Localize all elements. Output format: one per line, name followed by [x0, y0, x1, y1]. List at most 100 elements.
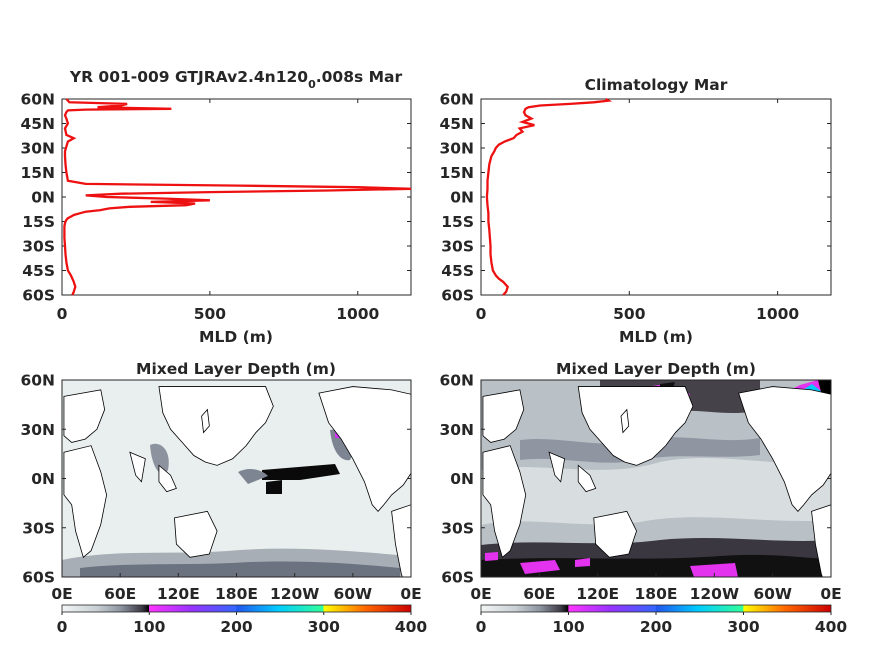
x-tick-label: 0E: [51, 585, 72, 603]
y-tick-label: 0N: [450, 470, 474, 488]
y-tick-label: 60N: [439, 372, 474, 390]
colorbar-tick-label: 200: [220, 618, 253, 636]
colorbar-tick-label: 0: [57, 618, 68, 636]
land-mass: [130, 452, 146, 482]
bottom-right-title: Mixed Layer Depth (m): [556, 360, 756, 378]
top-right-mld-series-line: [485, 97, 613, 296]
x-tick-label: 120W: [270, 585, 319, 603]
bottom-left-colorbar: [61, 604, 412, 613]
top-left-y-ticks: 60N 45N 30N 15N 0N 15S 30S 45S 60S: [20, 91, 411, 305]
y-tick-label: 60S: [441, 569, 474, 587]
y-tick-label: 15S: [441, 213, 474, 231]
land-mass: [159, 387, 273, 466]
x-tick-label: 0E: [470, 585, 491, 603]
land-mass: [483, 446, 526, 558]
x-tick-label: 0E: [400, 585, 421, 603]
y-tick-label: 15N: [20, 164, 55, 182]
y-tick-label: 0N: [31, 470, 55, 488]
y-tick-label: 60N: [20, 91, 55, 109]
colorbar-tick-label: 0: [476, 618, 487, 636]
x-tick-label: 0E: [820, 585, 841, 603]
land-mass: [578, 387, 693, 466]
land-mass: [594, 511, 637, 557]
colorbar-tick-label: 200: [640, 618, 673, 636]
colorbar-tick-label: 400: [395, 618, 428, 636]
x-tick-label: 0: [57, 305, 68, 323]
top-right-x-ticks: 0 500 1000: [476, 99, 799, 323]
y-tick-label: 60S: [22, 569, 55, 587]
top-left-mld-series-line: [63, 98, 412, 296]
top-right-xlabel: MLD (m): [619, 328, 693, 346]
land-mass: [174, 511, 217, 557]
y-tick-label: 45N: [439, 115, 474, 133]
x-tick-label: 60W: [753, 585, 792, 603]
y-tick-label: 30S: [441, 519, 474, 537]
x-tick-label: 60W: [333, 585, 372, 603]
x-tick-label: 180E: [215, 585, 258, 603]
top-left-x-ticks: 0 500 1000: [57, 99, 380, 323]
y-tick-label: 30N: [439, 140, 474, 158]
bottom-right-coastline: [483, 383, 831, 577]
y-tick-label: 60S: [441, 287, 474, 305]
land-mass: [159, 465, 176, 491]
land-mass: [621, 410, 629, 433]
bottom-left-colorbar-ticks: 0 100 200 300 400: [57, 612, 428, 636]
x-tick-label: 120W: [690, 585, 739, 603]
bottom-right-x-ticks: 0E 60E 120E 180E 120W 60W 0E: [470, 573, 842, 603]
land-mass: [578, 465, 595, 491]
y-tick-label: 15N: [439, 164, 474, 182]
colorbar-tick-label: 100: [133, 618, 166, 636]
x-tick-label: 120E: [157, 585, 200, 603]
bottom-left-coastline: [64, 383, 411, 577]
y-tick-label: 30N: [439, 421, 474, 439]
x-tick-label: 120E: [576, 585, 619, 603]
colorbar-tick-label: 300: [308, 618, 341, 636]
land-mass: [64, 390, 105, 443]
top-right-y-ticks: 60N 45N 30N 15N 0N 15S 30S 45S 60S: [439, 91, 831, 305]
colorbar-tick-label: 400: [815, 618, 848, 636]
colorbar-tick-label: 100: [552, 618, 585, 636]
land-mass: [392, 505, 411, 577]
y-tick-label: 15S: [22, 213, 55, 231]
x-tick-label: 1000: [756, 305, 799, 323]
land-mass: [64, 446, 107, 558]
bottom-right-colorbar: [480, 604, 832, 613]
y-tick-label: 30S: [22, 519, 55, 537]
top-right-title: Climatology Mar: [585, 76, 728, 94]
x-tick-label: 180E: [635, 585, 678, 603]
y-tick-label: 30S: [22, 238, 55, 256]
top-left-profile-panel: YR 001-009 GTJRAv2.4n1200.008s Mar 60N 45…: [20, 68, 412, 346]
y-tick-label: 45S: [441, 262, 474, 280]
top-left-title: YR 001-009 GTJRAv2.4n1200.008s Mar: [69, 68, 403, 91]
top-right-axes-box: [480, 98, 832, 296]
x-tick-label: 0: [476, 305, 487, 323]
y-tick-label: 45S: [22, 262, 55, 280]
bottom-left-y-ticks: 60N 30N 0N 30S 60S: [20, 372, 411, 587]
top-right-profile-panel: Climatology Mar 60N45N30N15N0N15S30S45S6…: [439, 76, 832, 346]
y-tick-label: 0N: [31, 189, 55, 207]
y-tick-label: 30S: [441, 238, 474, 256]
land-mass: [483, 390, 524, 443]
bottom-left-x-ticks: 0E 60E 120E 180E 120W 60W 0E: [51, 573, 422, 603]
y-tick-label: 60S: [22, 287, 55, 305]
x-tick-label: 500: [194, 305, 227, 323]
bottom-right-colorbar-ticks: 0 100 200 300 400: [476, 612, 848, 636]
y-tick-label: 30N: [20, 421, 55, 439]
x-tick-label: 500: [613, 305, 646, 323]
x-tick-label: 60E: [523, 585, 555, 603]
y-tick-label: 60N: [20, 372, 55, 390]
colorbar-tick-label: 300: [727, 618, 760, 636]
y-tick-label: 45N: [20, 115, 55, 133]
y-tick-label: 60N: [439, 91, 474, 109]
bottom-right-y-ticks: 60N 30N 0N 30S 60S: [439, 372, 831, 587]
x-tick-label: 60E: [104, 585, 136, 603]
y-tick-label: 30N: [20, 140, 55, 158]
land-mass: [549, 452, 565, 482]
bottom-right-map-panel: Mixed Layer Depth (m): [439, 360, 848, 636]
x-tick-label: 1000: [336, 305, 379, 323]
land-mass: [202, 410, 210, 433]
bottom-left-title: Mixed Layer Depth (m): [136, 360, 336, 378]
top-left-xlabel: MLD (m): [199, 328, 273, 346]
